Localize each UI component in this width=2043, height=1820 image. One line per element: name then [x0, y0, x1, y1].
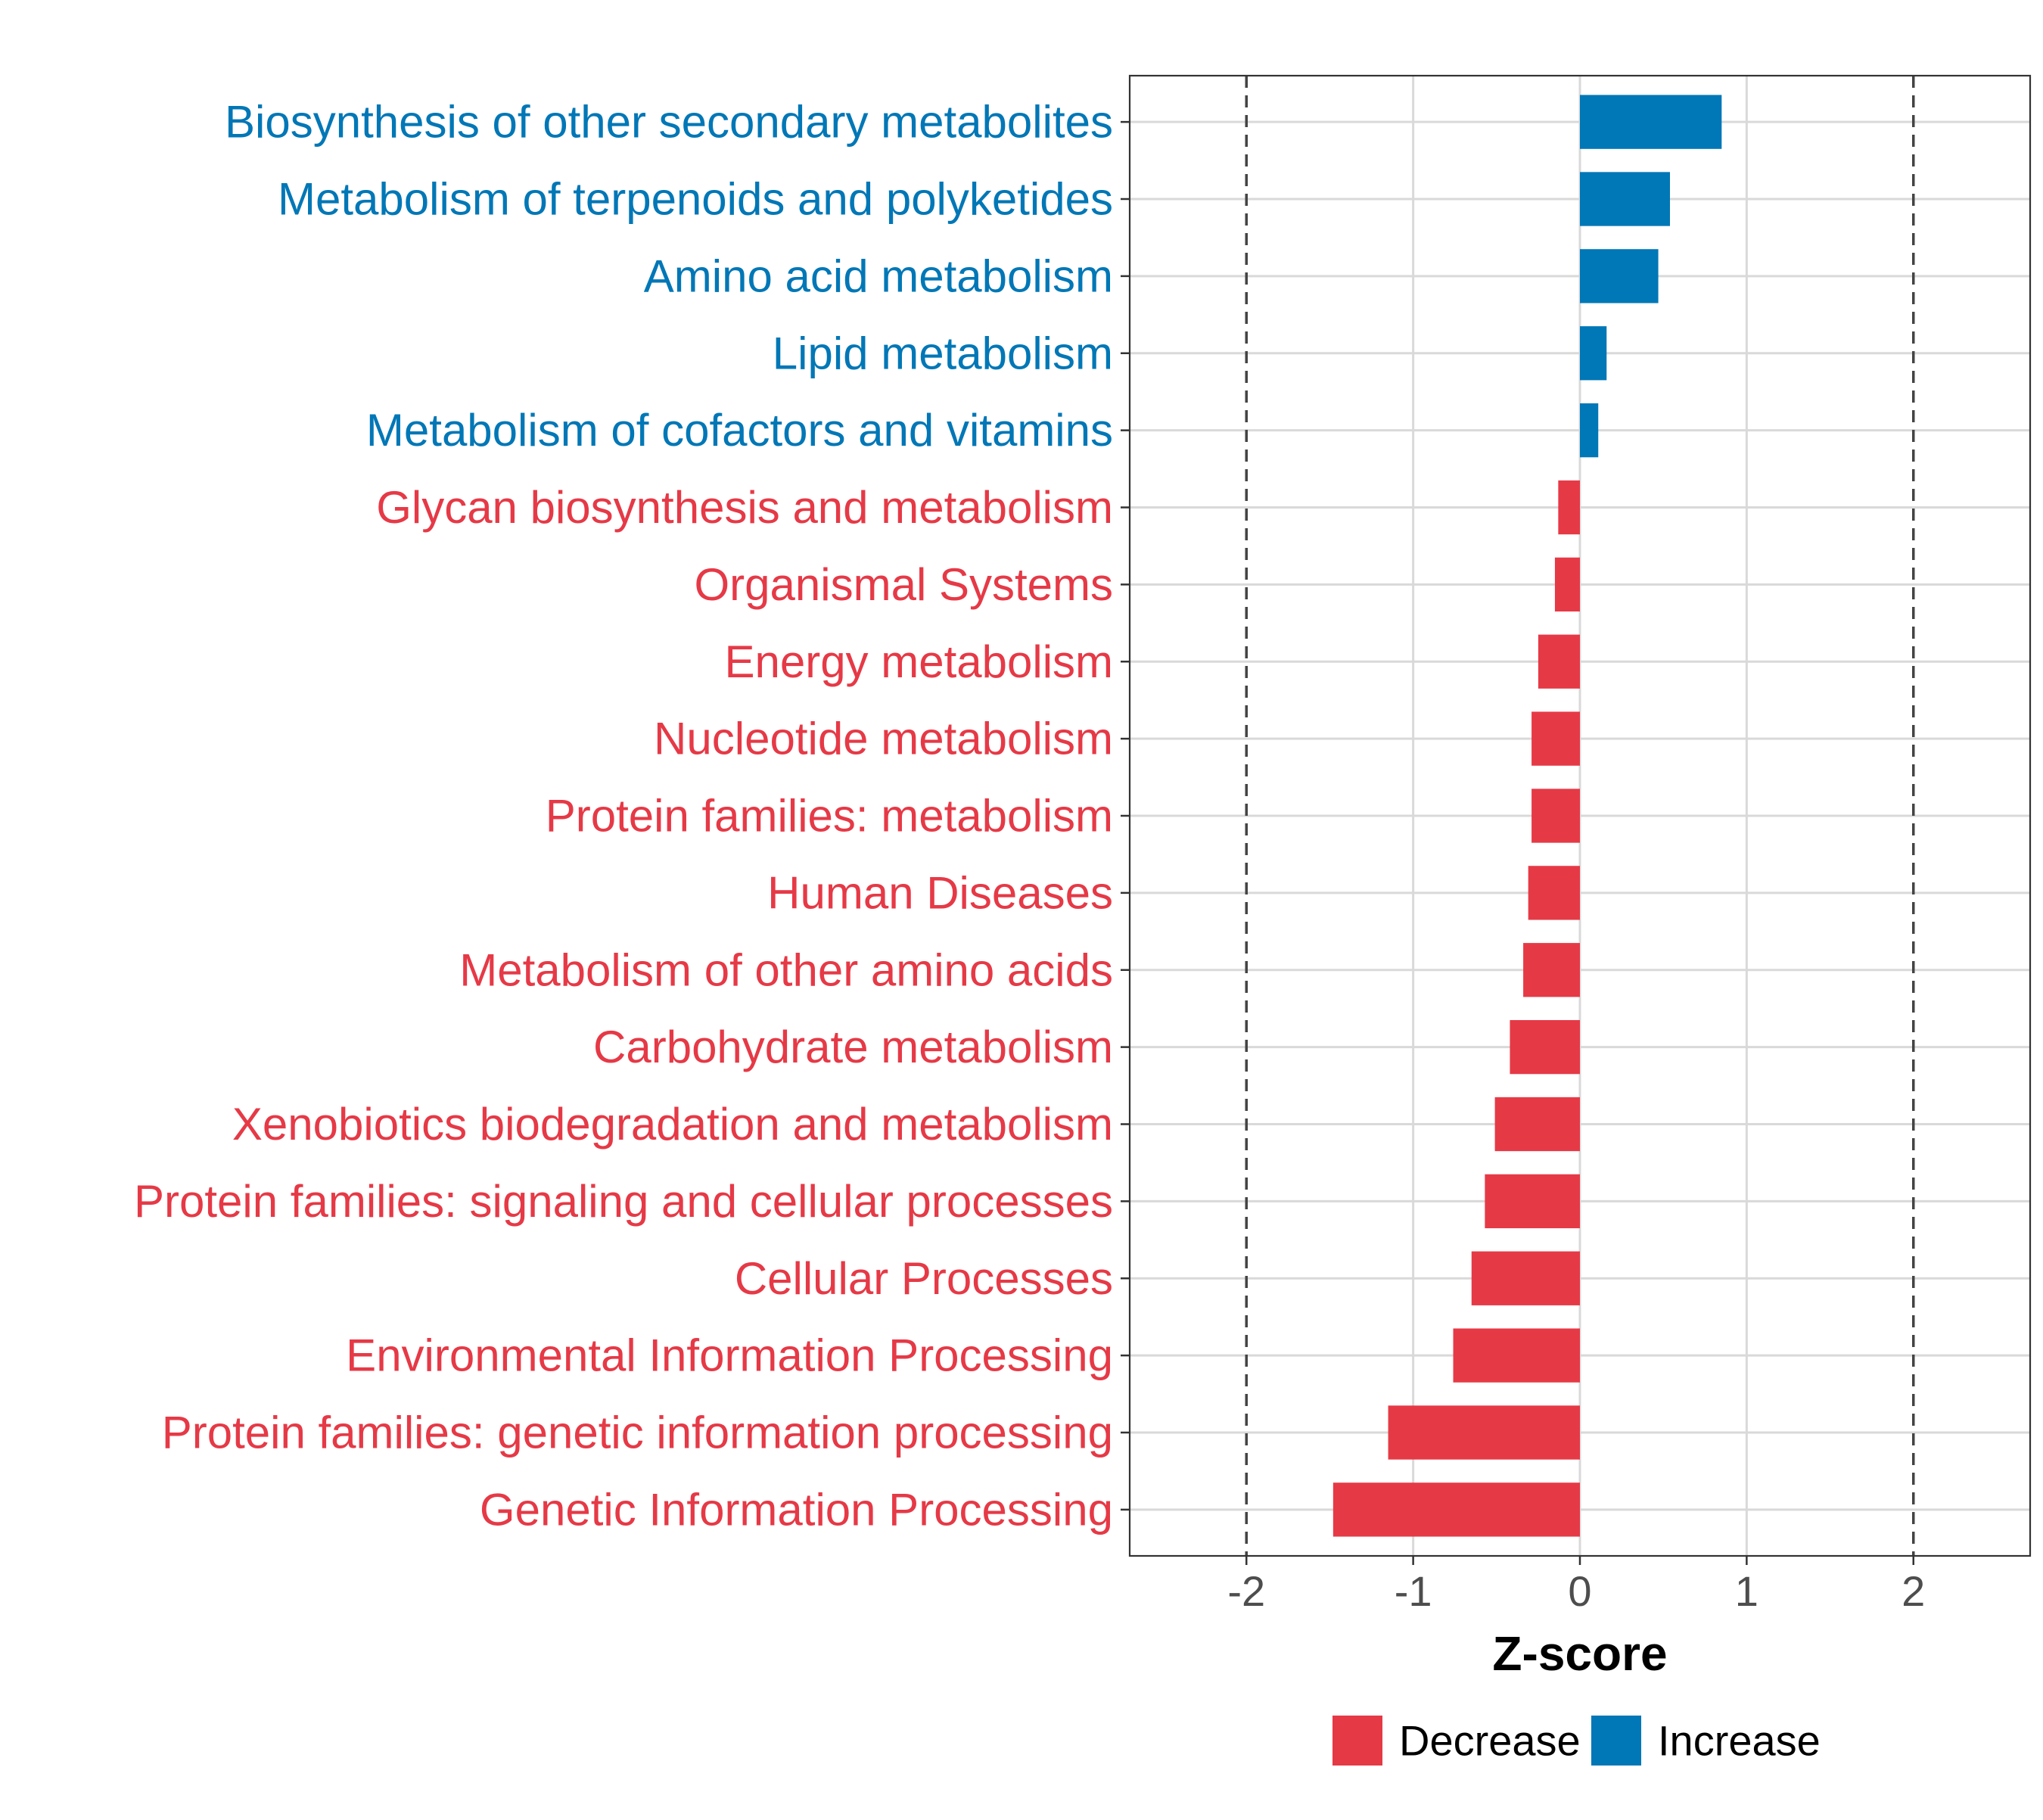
bar [1485, 1174, 1580, 1229]
bar [1453, 1328, 1580, 1383]
y-tick-label: Cellular Processes [735, 1253, 1113, 1304]
bar [1471, 1251, 1580, 1305]
bar [1580, 249, 1659, 303]
legend-swatch [1591, 1716, 1641, 1766]
threshold-layer [1245, 76, 1915, 1556]
y-tick-label: Human Diseases [767, 867, 1113, 918]
y-tick-label: Glycan biosynthesis and metabolism [376, 482, 1113, 533]
bar [1531, 711, 1580, 766]
legend-label: Increase [1658, 1717, 1821, 1765]
y-tick-label: Xenobiotics biodegradation and metabolis… [232, 1099, 1113, 1150]
bar [1332, 1482, 1580, 1537]
bar [1554, 557, 1580, 612]
y-tick-label: Metabolism of cofactors and vitamins [366, 405, 1113, 456]
x-axis: -2 -1 0 1 2 [1227, 1556, 1925, 1615]
y-tick-label: Environmental Information Processing [346, 1330, 1113, 1381]
bar [1510, 1019, 1580, 1075]
y-tick-label: Protein families: metabolism [546, 791, 1113, 842]
legend-label: Decrease [1399, 1717, 1581, 1765]
y-tick-label: Protein families: genetic information pr… [162, 1408, 1113, 1458]
x-tick-label: 0 [1568, 1567, 1591, 1615]
y-tick-label: Nucleotide metabolism [654, 714, 1113, 764]
x-tick-label: 1 [1735, 1567, 1758, 1615]
bar [1580, 403, 1599, 458]
x-axis-title: Z-score [1492, 1626, 1667, 1681]
x-tick-label: -2 [1227, 1567, 1265, 1615]
y-tick-label: Biosynthesis of other secondary metaboli… [225, 97, 1113, 148]
bar [1531, 789, 1580, 843]
y-tick-label: Genetic Information Processing [480, 1484, 1113, 1535]
x-tick-label: -1 [1395, 1567, 1432, 1615]
bar [1538, 634, 1580, 689]
legend: Decrease Increase [1332, 1716, 1821, 1766]
bar [1494, 1097, 1580, 1152]
bar [1580, 95, 1722, 149]
y-tick-label: Amino acid metabolism [644, 250, 1113, 301]
y-tick-label: Organismal Systems [695, 559, 1113, 610]
bar [1523, 943, 1580, 997]
legend-swatch [1332, 1716, 1382, 1766]
x-tick-label: 2 [1902, 1567, 1925, 1615]
bar-layer [1332, 95, 1722, 1537]
y-tick-label: Carbohydrate metabolism [593, 1022, 1113, 1072]
bar [1558, 480, 1580, 535]
y-tick-label: Metabolism of terpenoids and polyketides [278, 174, 1113, 225]
y-tick-label: Protein families: signaling and cellular… [134, 1176, 1113, 1227]
y-tick-label: Energy metabolism [724, 636, 1113, 687]
y-tick-label: Lipid metabolism [773, 328, 1113, 378]
bar [1528, 866, 1580, 920]
bar [1580, 326, 1607, 381]
bar [1388, 1405, 1580, 1460]
y-tick-label: Metabolism of other amino acids [459, 944, 1113, 995]
y-axis: Biosynthesis of other secondary metaboli… [134, 97, 1130, 1535]
bar [1580, 172, 1670, 226]
